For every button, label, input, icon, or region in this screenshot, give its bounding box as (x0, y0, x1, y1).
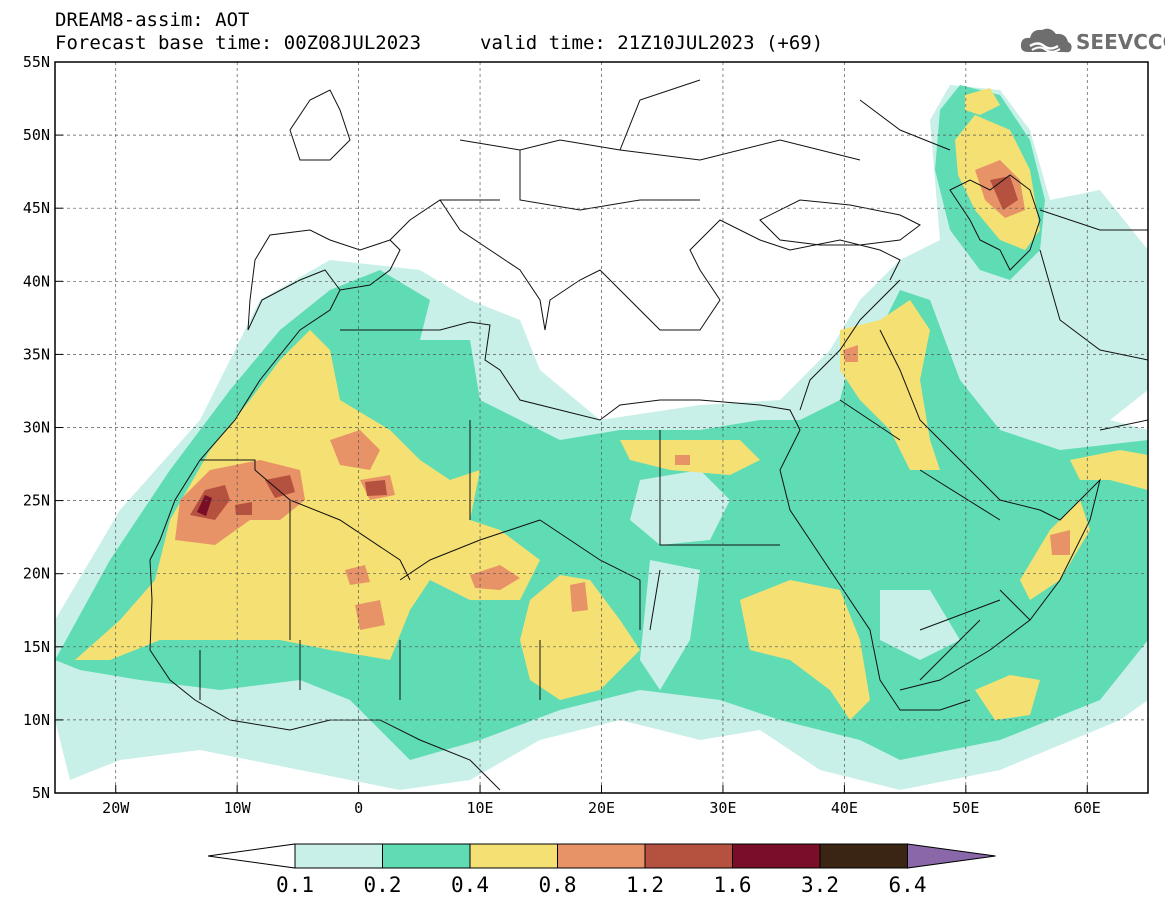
colorbar-cell (382, 843, 471, 869)
aot-band-0.4 (965, 88, 1000, 115)
aot-map: 55N 50N 45N 40N 35N 30N 25N 20N 15N 10N 5N 20W 10W 0… (23, 53, 1149, 817)
aot-band-0.8 (1050, 530, 1070, 555)
colorbar-max-arrow (907, 843, 996, 869)
aot-band-0.8 (843, 345, 858, 362)
coastline-uk (289, 89, 351, 161)
latitude-labels: 55N 50N 45N 40N 35N 30N 25N 20N 15N 10N 5N (23, 53, 63, 802)
colorbar-label: 0.8 (539, 873, 577, 897)
lat-label: 40N (23, 272, 50, 290)
colorbar-cell (819, 843, 908, 869)
colorbar-label: 1.6 (714, 873, 752, 897)
aot-clear-patch (640, 560, 700, 690)
colorbar-label: 3.2 (801, 873, 839, 897)
lat-label: 5N (32, 784, 50, 802)
aot-band-1.2 (235, 502, 252, 515)
colorbar-label: 0.4 (451, 873, 489, 897)
aot-band-0.8 (570, 582, 588, 612)
cloud-icon (1020, 28, 1072, 53)
aot-band-0.8 (470, 565, 520, 590)
coastline-caspian (949, 174, 1041, 271)
forecast-base-time: Forecast base time: 00Z08JUL2023 (55, 32, 422, 54)
lon-label: 20W (102, 799, 130, 817)
lon-label: 20E (588, 799, 615, 817)
aot-band-0.8 (355, 600, 385, 630)
colorbar-cells (207, 843, 996, 869)
aot-band-0.8 (675, 455, 690, 465)
aot-band-0.8 (330, 430, 380, 470)
aot-band-0.4 (975, 675, 1040, 720)
colorbar-label: 0.2 (364, 873, 402, 897)
lat-label: 30N (23, 419, 50, 437)
lat-label: 35N (23, 345, 50, 363)
coastline-iberia (247, 229, 401, 331)
colorbar-cell (557, 843, 646, 869)
border-lines (199, 79, 1148, 700)
lon-label: 10W (224, 799, 252, 817)
aot-band-0.4 (520, 575, 640, 700)
lat-label: 20N (23, 565, 50, 583)
logo-text: SEEVCCC (1076, 30, 1165, 54)
lat-label: 55N (23, 53, 50, 71)
graticule (55, 62, 1148, 793)
lat-label: 45N (23, 199, 50, 217)
lon-label: 40E (831, 799, 858, 817)
lon-label: 10E (467, 799, 494, 817)
lon-label: 0 (354, 799, 363, 817)
colorbar-label: 0.1 (276, 873, 314, 897)
colorbar-cell (294, 843, 383, 869)
colorbar-cell (469, 843, 558, 869)
colorbar-label: 1.2 (626, 873, 664, 897)
coastline-levant-arabia (799, 279, 1101, 691)
map-title: DREAM8-assim: AOT (55, 9, 250, 31)
lat-label: 15N (23, 638, 50, 656)
aot-band-0.4 (740, 580, 870, 720)
valid-time: valid time: 21Z10JUL2023 (+69) (480, 32, 824, 54)
colorbar-labels: 0.1 0.2 0.4 0.8 1.2 1.6 3.2 6.4 (276, 873, 926, 897)
colorbar-cell (644, 843, 733, 869)
aot-contours (55, 85, 1148, 790)
colorbar: 0.1 0.2 0.4 0.8 1.2 1.6 3.2 6.4 (207, 843, 996, 897)
aot-band-1.2 (365, 480, 387, 496)
coastline-europe (389, 199, 901, 331)
seevccc-logo: SEEVCCC (1018, 24, 1165, 58)
aot-band-1.6 (197, 495, 212, 516)
aot-clear-patch (880, 590, 960, 660)
longitude-labels: 20W 10W 0 10E 20E 30E 40E 50E 60E (102, 785, 1101, 817)
aot-clear-patch (630, 470, 730, 545)
lon-label: 60E (1074, 799, 1101, 817)
coastline-black-sea (759, 199, 921, 246)
colorbar-min-arrow (207, 843, 296, 869)
aot-band-1.2 (265, 475, 295, 498)
aot-band-0.8 (345, 565, 370, 585)
lon-label: 50E (952, 799, 979, 817)
lon-label: 30E (709, 799, 736, 817)
lat-label: 10N (23, 711, 50, 729)
lat-label: 50N (23, 126, 50, 144)
colorbar-cell (732, 843, 821, 869)
coastline-north-africa (340, 321, 971, 711)
colorbar-label: 6.4 (889, 873, 927, 897)
aot-band-0.4 (75, 330, 540, 660)
aot-band-0.4 (1070, 450, 1148, 490)
lat-label: 25N (23, 492, 50, 510)
